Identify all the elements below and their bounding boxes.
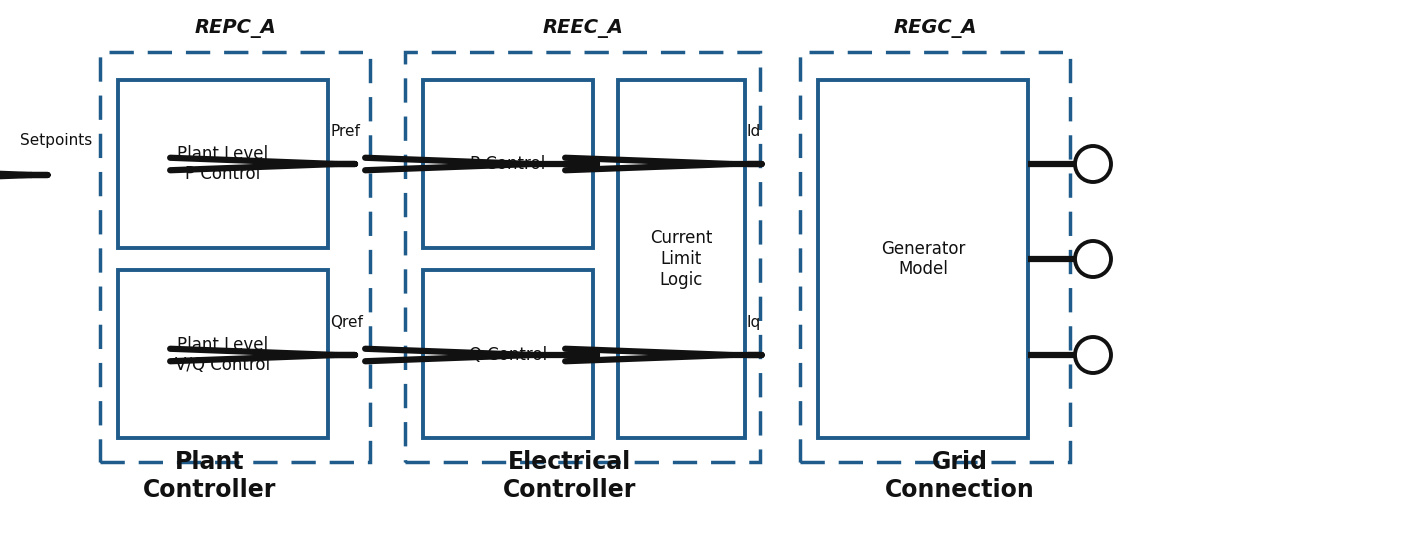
Bar [118,80,328,248]
Text: REEC_A: REEC_A [543,18,623,37]
Text: REPC_A: REPC_A [195,18,276,37]
Text: Plant
Controller: Plant Controller [144,450,277,502]
Bar [422,80,593,248]
Text: Plant Level
V/Q Control: Plant Level V/Q Control [175,335,270,374]
Text: Qref: Qref [330,315,363,330]
Text: P Control: P Control [471,155,546,173]
Bar [405,52,759,462]
Bar [619,80,745,438]
Text: Pref: Pref [330,124,360,139]
Circle shape [1075,241,1111,277]
Text: Plant Level
P Control: Plant Level P Control [178,145,269,184]
Text: Grid
Connection: Grid Connection [884,450,1035,502]
Bar [801,52,1069,462]
Text: Electrical
Controller: Electrical Controller [503,450,637,502]
Circle shape [1075,337,1111,373]
Text: Q Control: Q Control [469,346,547,364]
Text: Setpoints: Setpoints [20,133,92,148]
Bar [818,80,1028,438]
Text: REGC_A: REGC_A [893,18,977,37]
Text: Id: Id [747,124,761,139]
Bar [100,52,370,462]
Text: Generator
Model: Generator Model [880,240,966,279]
Text: Current
Limit
Logic: Current Limit Logic [650,229,712,289]
Text: Iq: Iq [747,315,761,330]
Bar [422,270,593,438]
Bar [118,270,328,438]
Circle shape [1075,146,1111,182]
